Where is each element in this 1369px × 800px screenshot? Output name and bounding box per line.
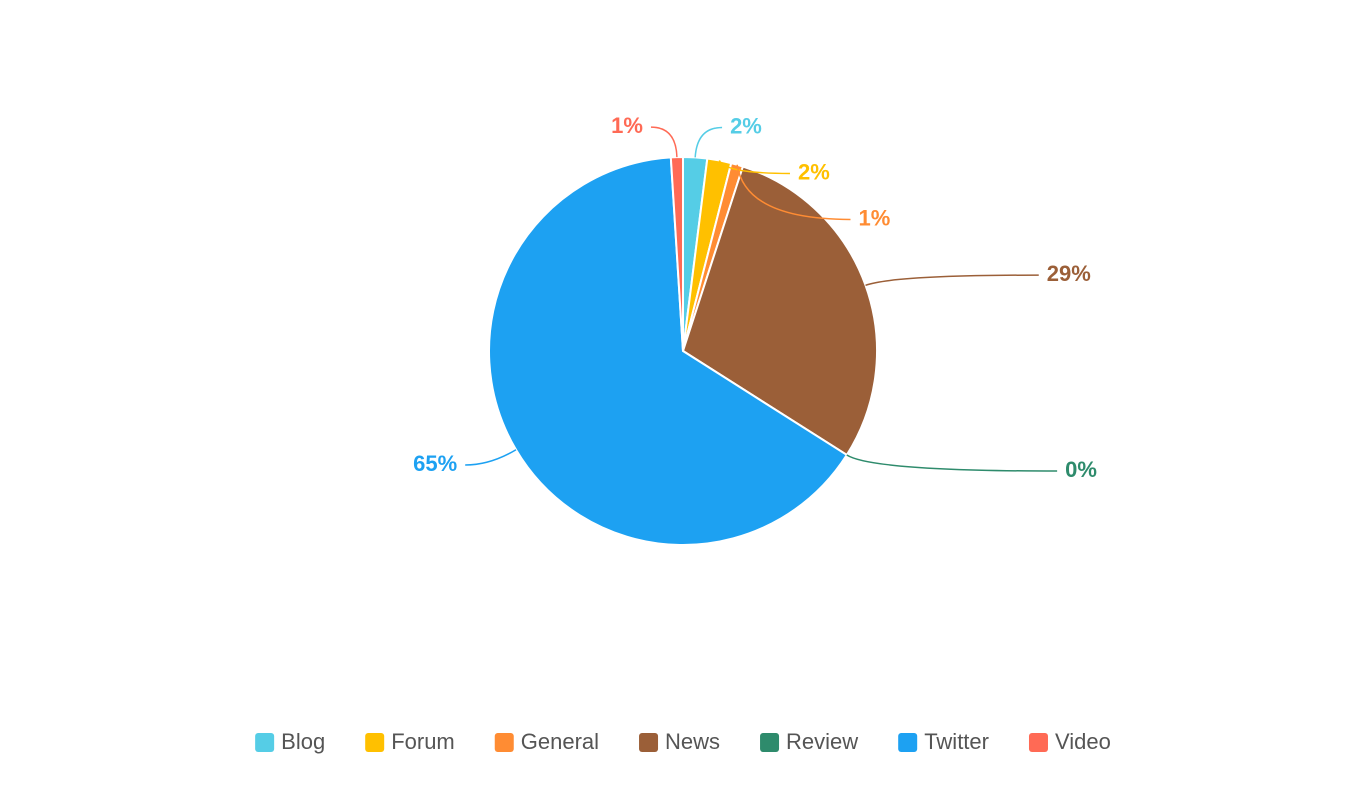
leader-line xyxy=(694,126,723,158)
leader-line xyxy=(650,126,678,158)
data-label: 1% xyxy=(611,113,643,138)
data-label: 29% xyxy=(1047,261,1091,286)
legend-label: Twitter xyxy=(924,729,989,754)
legend-label: General xyxy=(521,729,599,754)
leader-line xyxy=(718,160,790,175)
pie-slice xyxy=(488,156,849,546)
data-label: 2% xyxy=(730,113,762,138)
legend-swatch xyxy=(365,733,385,752)
leader-line xyxy=(465,449,517,466)
data-label: 65% xyxy=(413,451,457,476)
pie-slice xyxy=(669,155,684,352)
legend: Blog Forum General News Review Twitter Video xyxy=(255,729,1111,754)
data-label: 1% xyxy=(858,205,890,230)
legend-swatch xyxy=(898,733,918,752)
legend-swatch xyxy=(494,733,514,752)
data-label: 2% xyxy=(798,159,830,184)
legend-label: Blog xyxy=(281,729,325,754)
legend-swatch xyxy=(639,733,659,752)
leader-line xyxy=(865,274,1039,286)
legend-label: Forum xyxy=(391,729,455,754)
pie xyxy=(488,155,878,546)
leader-line xyxy=(846,454,1058,472)
data-labels: 2% 2% 1% 29% 0% 1% 65% xyxy=(413,113,1097,482)
data-label: 0% xyxy=(1065,457,1097,482)
pie-slice xyxy=(681,165,878,457)
legend-swatch xyxy=(760,733,780,752)
legend-label: Review xyxy=(786,729,858,754)
legend-label: Video xyxy=(1055,729,1111,754)
legend-swatch xyxy=(1028,733,1048,752)
leader-line xyxy=(736,164,851,221)
legend-label: News xyxy=(665,729,720,754)
legend-swatch xyxy=(255,733,275,752)
